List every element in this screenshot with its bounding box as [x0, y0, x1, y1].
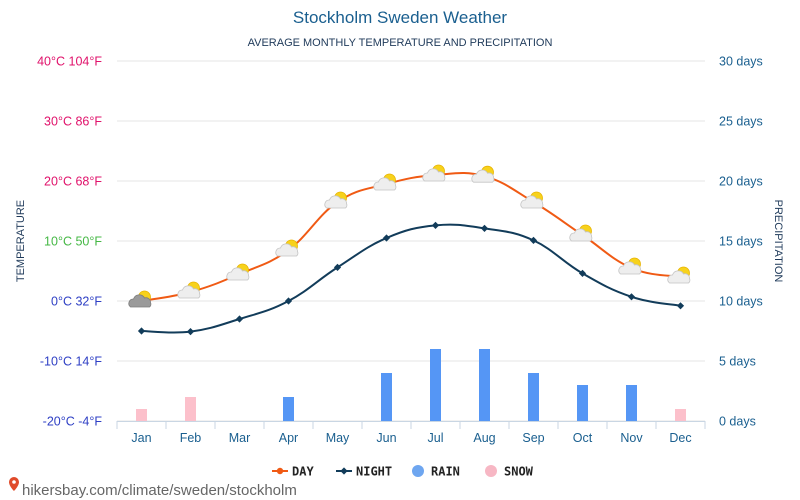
- temperature-axis: 40°C 104°F 30°C 86°F 20°C 68°F 10°C 50°F 0°C…: [37, 55, 102, 429]
- temperature-tick-label: 40°C 104°F: [37, 55, 102, 69]
- legend-item-rain[interactable]: RAIN: [412, 465, 460, 479]
- month-label: Aug: [473, 431, 495, 445]
- partly-sunny-icon: [324, 191, 348, 209]
- month-label: Mar: [229, 431, 251, 445]
- night-temperature-point: [529, 236, 538, 244]
- partly-sunny-icon: [422, 164, 446, 182]
- month-label: Oct: [573, 431, 593, 445]
- partly-sunny-icon: [667, 266, 691, 284]
- month-label: Nov: [620, 431, 643, 445]
- legend-label: RAIN: [431, 465, 460, 479]
- legend-item-snow[interactable]: SNOW: [485, 465, 534, 479]
- night-temperature-point: [676, 302, 685, 310]
- month-label: Feb: [180, 431, 202, 445]
- rain-bar: [430, 349, 441, 421]
- night-temperature-point: [186, 328, 195, 336]
- month-label: Apr: [279, 431, 298, 445]
- precipitation-tick-label: 15 days: [719, 235, 763, 249]
- night-temperature-point: [480, 224, 489, 232]
- rain-bar: [577, 385, 588, 421]
- day-temperature-line: [141, 171, 681, 302]
- precipitation-bars: [136, 349, 686, 421]
- partly-sunny-icon: [275, 239, 299, 257]
- precipitation-tick-label: 10 days: [719, 295, 763, 309]
- night-temperature-point: [382, 234, 391, 242]
- partly-sunny-icon: [520, 191, 544, 209]
- night-temperature-line: [141, 223, 681, 334]
- precipitation-tick-label: 5 days: [719, 355, 756, 369]
- snow-bar: [185, 397, 196, 421]
- temperature-tick-label: 0°C 32°F: [51, 295, 102, 309]
- partly-sunny-icon: [471, 165, 495, 183]
- snow-bar: [675, 409, 686, 421]
- precipitation-tick-label: 25 days: [719, 115, 763, 129]
- legend-label: SNOW: [504, 465, 534, 479]
- temperature-tick-label: -20°C -4°F: [43, 415, 103, 429]
- map-pin-hole: [12, 480, 16, 484]
- partly-sunny-icon: [226, 263, 250, 281]
- weather-icons: [128, 164, 691, 308]
- partly-sunny-icon: [373, 173, 397, 191]
- legend-item-day[interactable]: DAY: [272, 465, 314, 479]
- temperature-tick-label: 30°C 86°F: [44, 115, 102, 129]
- night-temperature-point: [137, 327, 146, 335]
- night-temperature-point: [333, 263, 342, 271]
- precipitation-tick-label: 20 days: [719, 175, 763, 189]
- grid-lines: [116, 60, 706, 429]
- legend-dot-swatch: [412, 465, 424, 477]
- month-label: Dec: [669, 431, 691, 445]
- legend-label: NIGHT: [356, 465, 392, 479]
- night-temperature-point: [578, 269, 587, 277]
- chart-title: Stockholm Sweden Weather: [293, 8, 508, 27]
- partly-sunny-icon: [618, 257, 642, 275]
- rain-bar: [528, 373, 539, 421]
- temperature-tick-label: 10°C 50°F: [44, 235, 102, 249]
- temperature-axis-title: TEMPERATURE: [15, 200, 27, 282]
- night-temperature-point: [431, 221, 440, 229]
- month-label: Sep: [522, 431, 544, 445]
- rain-bar: [381, 373, 392, 421]
- source-link[interactable]: hikersbay.com/climate/sweden/stockholm: [8, 476, 297, 499]
- legend-marker: [340, 467, 348, 475]
- month-label: Jan: [131, 431, 151, 445]
- snow-bar: [136, 409, 147, 421]
- month-label: Jul: [428, 431, 444, 445]
- night-temperature-point: [284, 297, 293, 305]
- precipitation-axis: 30 days 25 days 20 days 15 days 10 days 5 day…: [719, 55, 763, 429]
- night-temperature-point: [235, 315, 244, 323]
- precipitation-tick-label: 0 days: [719, 415, 756, 429]
- temperature-tick-label: 20°C 68°F: [44, 175, 102, 189]
- rain-bar: [479, 349, 490, 421]
- rain-bar: [283, 397, 294, 421]
- legend-dot-swatch: [485, 465, 497, 477]
- month-label: May: [326, 431, 350, 445]
- partly-sunny-icon: [177, 281, 201, 299]
- night-temperature-point: [627, 293, 636, 301]
- precipitation-tick-label: 30 days: [719, 55, 763, 69]
- precipitation-axis-title: PRECIPITATION: [772, 200, 784, 283]
- temperature-tick-label: -10°C 14°F: [40, 355, 102, 369]
- legend: DAY NIGHT RAIN SNOW: [272, 465, 534, 479]
- partly-sunny-icon: [569, 224, 593, 242]
- rain-bar: [626, 385, 637, 421]
- map-pin-icon: [8, 476, 19, 491]
- legend-item-night[interactable]: NIGHT: [336, 465, 392, 479]
- month-label: Jun: [376, 431, 396, 445]
- chart-subtitle: AVERAGE MONTHLY TEMPERATURE AND PRECIPIT…: [248, 37, 553, 49]
- legend-label: DAY: [292, 465, 314, 479]
- source-url[interactable]: hikersbay.com/climate/sweden/stockholm: [22, 482, 297, 499]
- temperature-lines: [137, 171, 685, 336]
- cloudy-sun-icon: [128, 290, 152, 308]
- month-axis: Jan Feb Mar Apr May Jun Jul Aug Sep Oct Nov Dec: [131, 431, 691, 445]
- legend-marker: [276, 467, 284, 475]
